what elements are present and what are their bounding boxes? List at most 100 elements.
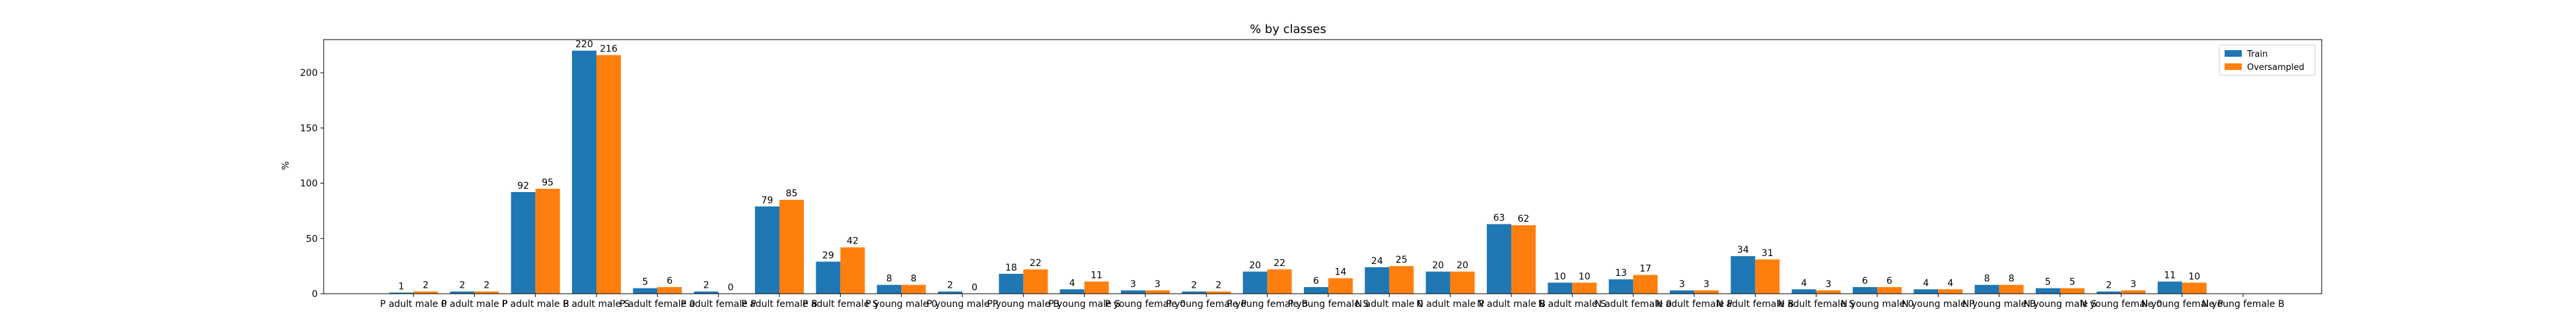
bar-oversampled-14 — [1267, 269, 1292, 294]
bar-train-23 — [1791, 289, 1816, 294]
bar-train-27 — [2036, 288, 2060, 294]
bar-train-11 — [1059, 289, 1085, 294]
x-tick-label-18: N adult male B — [1477, 299, 1546, 310]
legend-label-train: Train — [2246, 50, 2268, 59]
value-label-train-10: 18 — [1005, 263, 1017, 273]
bar-oversampled-4 — [657, 286, 682, 294]
value-label-train-4: 5 — [642, 277, 648, 288]
bar-oversampled-27 — [2060, 288, 2085, 294]
value-label-oversampled-19: 10 — [1579, 271, 1591, 282]
bar-oversampled-7 — [840, 247, 865, 294]
bar-oversampled-22 — [1755, 259, 1780, 294]
value-label-train-14: 20 — [1249, 261, 1261, 271]
bar-train-19 — [1548, 282, 1573, 294]
y-tick-label-0: 0 — [312, 289, 318, 300]
x-tick-label-27: N young male S — [2024, 299, 2097, 310]
legend: Train Oversampled — [2219, 44, 2316, 76]
value-label-oversampled-7: 42 — [847, 236, 859, 247]
bar-oversampled-3 — [596, 55, 621, 294]
bar-oversampled-12 — [1145, 290, 1170, 294]
x-tick-label-19: N adult male S — [1538, 299, 1606, 310]
bar-train-4 — [633, 288, 658, 294]
bar-train-15 — [1304, 286, 1328, 294]
value-label-oversampled-29: 10 — [2188, 271, 2200, 282]
x-tick-label-23: N adult female S — [1777, 299, 1855, 310]
value-label-oversampled-3: 216 — [600, 44, 618, 54]
bar-oversampled-17 — [1450, 271, 1475, 294]
value-label-train-9: 2 — [947, 280, 953, 291]
value-label-oversampled-23: 3 — [1826, 279, 1832, 290]
value-label-train-1: 2 — [459, 280, 465, 291]
x-tick-label-9: P young male P — [927, 299, 998, 310]
bar-train-29 — [2157, 281, 2182, 294]
value-label-oversampled-4: 6 — [666, 276, 672, 286]
bar-oversampled-20 — [1633, 275, 1658, 294]
x-tick-label-17: N adult male P — [1416, 299, 1484, 310]
value-label-oversampled-22: 31 — [1762, 248, 1773, 259]
bar-train-14 — [1242, 271, 1268, 294]
value-label-train-27: 5 — [2045, 277, 2051, 288]
x-tick-label-0: P adult male 0 — [380, 299, 447, 310]
bar-train-5 — [694, 291, 719, 294]
bar-train-13 — [1182, 291, 1207, 294]
x-tick-label-15: P young female S — [1288, 299, 1369, 310]
x-tick-label-11: P young male S — [1048, 299, 1120, 310]
value-label-oversampled-13: 2 — [1215, 280, 1221, 291]
y-tick-label-3: 150 — [300, 123, 318, 134]
value-label-train-22: 34 — [1737, 245, 1749, 255]
value-label-train-28: 2 — [2106, 280, 2112, 291]
bar-train-16 — [1365, 267, 1390, 294]
value-label-oversampled-11: 11 — [1091, 271, 1102, 281]
value-label-train-8: 8 — [886, 274, 892, 284]
value-label-oversampled-28: 3 — [2130, 279, 2136, 290]
value-label-train-19: 10 — [1554, 271, 1566, 282]
value-label-oversampled-2: 95 — [542, 178, 554, 188]
value-label-oversampled-27: 5 — [2069, 277, 2075, 288]
bar-train-22 — [1731, 256, 1756, 294]
bar-oversampled-13 — [1206, 291, 1231, 294]
x-tick-label-10: P young male B — [987, 299, 1060, 310]
bar-train-6 — [755, 206, 779, 294]
bar-train-20 — [1608, 279, 1633, 294]
bar-train-2 — [511, 192, 536, 294]
bar-train-26 — [1974, 284, 1999, 294]
value-label-oversampled-25: 4 — [1947, 278, 1953, 288]
x-tick-label-25: N young male P — [1902, 299, 1974, 310]
value-label-oversampled-20: 17 — [1639, 264, 1651, 275]
x-tick-label-24: N young male 0 — [1841, 299, 1914, 310]
value-label-oversampled-1: 2 — [483, 280, 489, 291]
value-label-oversampled-17: 20 — [1456, 261, 1468, 271]
bar-oversampled-24 — [1877, 286, 1902, 294]
value-label-oversampled-21: 3 — [1703, 279, 1709, 290]
legend-swatch-train — [2225, 50, 2242, 57]
value-label-oversampled-9: 0 — [972, 282, 978, 293]
bar-train-25 — [1914, 289, 1939, 294]
bar-oversampled-26 — [1999, 284, 2024, 294]
bar-train-1 — [450, 291, 475, 294]
x-tick-label-22: N adult female B — [1717, 299, 1794, 310]
x-tick-label-6: P adult female B — [741, 299, 817, 310]
value-label-oversampled-6: 85 — [786, 189, 798, 199]
bar-train-21 — [1670, 290, 1694, 294]
bar-train-3 — [572, 50, 596, 294]
bar-oversampled-18 — [1511, 225, 1536, 294]
value-label-oversampled-26: 8 — [2009, 274, 2015, 284]
bar-oversampled-19 — [1572, 282, 1597, 294]
bar-train-18 — [1487, 224, 1511, 294]
value-label-oversampled-18: 62 — [1518, 214, 1530, 224]
legend-box — [2219, 44, 2316, 76]
value-label-train-24: 6 — [1862, 276, 1868, 286]
value-label-train-17: 20 — [1432, 261, 1444, 271]
x-tick-label-30: N young female B — [2201, 299, 2284, 310]
value-label-train-12: 3 — [1130, 279, 1136, 290]
value-label-oversampled-14: 22 — [1273, 258, 1285, 269]
value-label-train-20: 13 — [1615, 268, 1627, 279]
x-tick-label-3: P adult male S — [563, 299, 629, 310]
x-tick-label-1: P adult male P — [441, 299, 508, 310]
value-label-oversampled-8: 8 — [911, 274, 917, 284]
x-tick-label-2: P adult male B — [502, 299, 569, 310]
bar-oversampled-23 — [1816, 290, 1841, 294]
value-label-train-7: 29 — [822, 250, 834, 261]
x-tick-label-13: P young female P — [1166, 299, 1246, 310]
